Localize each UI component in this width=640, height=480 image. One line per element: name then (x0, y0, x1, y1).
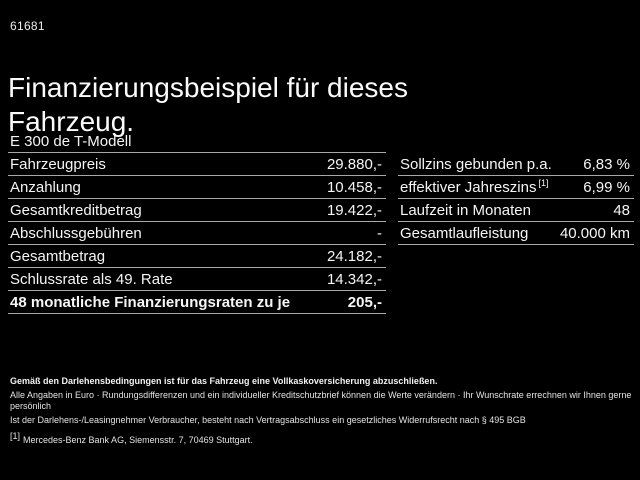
insurance-note: Gemäß den Darlehensbedingungen ist für d… (10, 376, 438, 386)
table-row-monthly-rate: 48 monatliche Finanzierungsraten zu je 2… (8, 291, 386, 314)
bank-address: Mercedes-Benz Bank AG, Siemensstr. 7, 70… (23, 435, 253, 445)
bank-footnote: [1] Mercedes-Benz Bank AG, Siemensstr. 7,… (10, 432, 632, 446)
table-row: Abschlussgebühren - (8, 222, 386, 245)
withdrawal-note: Ist der Darlehens-/Leasingnehmer Verbrau… (10, 415, 526, 425)
finance-table: E 300 de T-Modell Fahrzeugpreis 29.880,-… (8, 130, 386, 314)
row-value: 6,99 % (583, 178, 630, 196)
footnote-marker: [1] (538, 177, 549, 188)
table-row: effektiver Jahreszins [1] 6,99 % (398, 176, 634, 199)
row-label: effektiver Jahreszins [1] (400, 177, 549, 196)
row-label: 48 monatliche Finanzierungsraten zu je (10, 293, 291, 311)
row-value: 29.880,- (326, 155, 382, 173)
row-value: 14.342,- (326, 270, 382, 288)
table-row: Laufzeit in Monaten 48 (398, 199, 634, 222)
footnote-marker: [1] (10, 431, 21, 441)
disclaimer-note: Alle Angaben in Euro · Rundungsdifferenz… (10, 390, 632, 411)
row-value: 48 (613, 201, 630, 219)
page-title: Finanzierungsbeispiel für dieses Fahrzeu… (8, 71, 408, 137)
row-value: 10.458,- (326, 178, 382, 196)
table-row: Sollzins gebunden p.a. 6,83 % (398, 153, 634, 176)
row-value: - (377, 224, 382, 242)
row-value: 205,- (347, 293, 382, 311)
row-label: Sollzins gebunden p.a. (400, 155, 552, 173)
table-row: Fahrzeugpreis 29.880,- (8, 153, 386, 176)
table-row: Anzahlung 10.458,- (8, 176, 386, 199)
model-name: E 300 de T-Modell (10, 132, 132, 150)
row-label: Laufzeit in Monaten (400, 201, 531, 219)
row-value: 19.422,- (326, 201, 382, 219)
row-label: Fahrzeugpreis (10, 155, 106, 173)
model-header-row: E 300 de T-Modell (8, 130, 386, 153)
table-row: Gesamtlaufleistung 40.000 km (398, 222, 634, 245)
row-label: Anzahlung (10, 178, 81, 196)
row-label: Gesamtlaufleistung (400, 224, 529, 242)
row-label: Gesamtbetrag (10, 247, 106, 265)
table-row: Gesamtkreditbetrag 19.422,- (8, 199, 386, 222)
row-label: Schlussrate als 49. Rate (10, 270, 173, 288)
conditions-table: Sollzins gebunden p.a. 6,83 % effektiver… (398, 153, 634, 245)
vehicle-id: 61681 (10, 19, 45, 33)
row-value: 6,83 % (583, 155, 630, 173)
row-label: Gesamtkreditbetrag (10, 201, 142, 219)
fine-print: Gemäß den Darlehensbedingungen ist für d… (10, 376, 632, 445)
row-value: 40.000 km (559, 224, 630, 242)
row-value: 24.182,- (326, 247, 382, 265)
table-row: Schlussrate als 49. Rate 14.342,- (8, 268, 386, 291)
table-row: Gesamtbetrag 24.182,- (8, 245, 386, 268)
row-label: Abschlussgebühren (10, 224, 142, 242)
